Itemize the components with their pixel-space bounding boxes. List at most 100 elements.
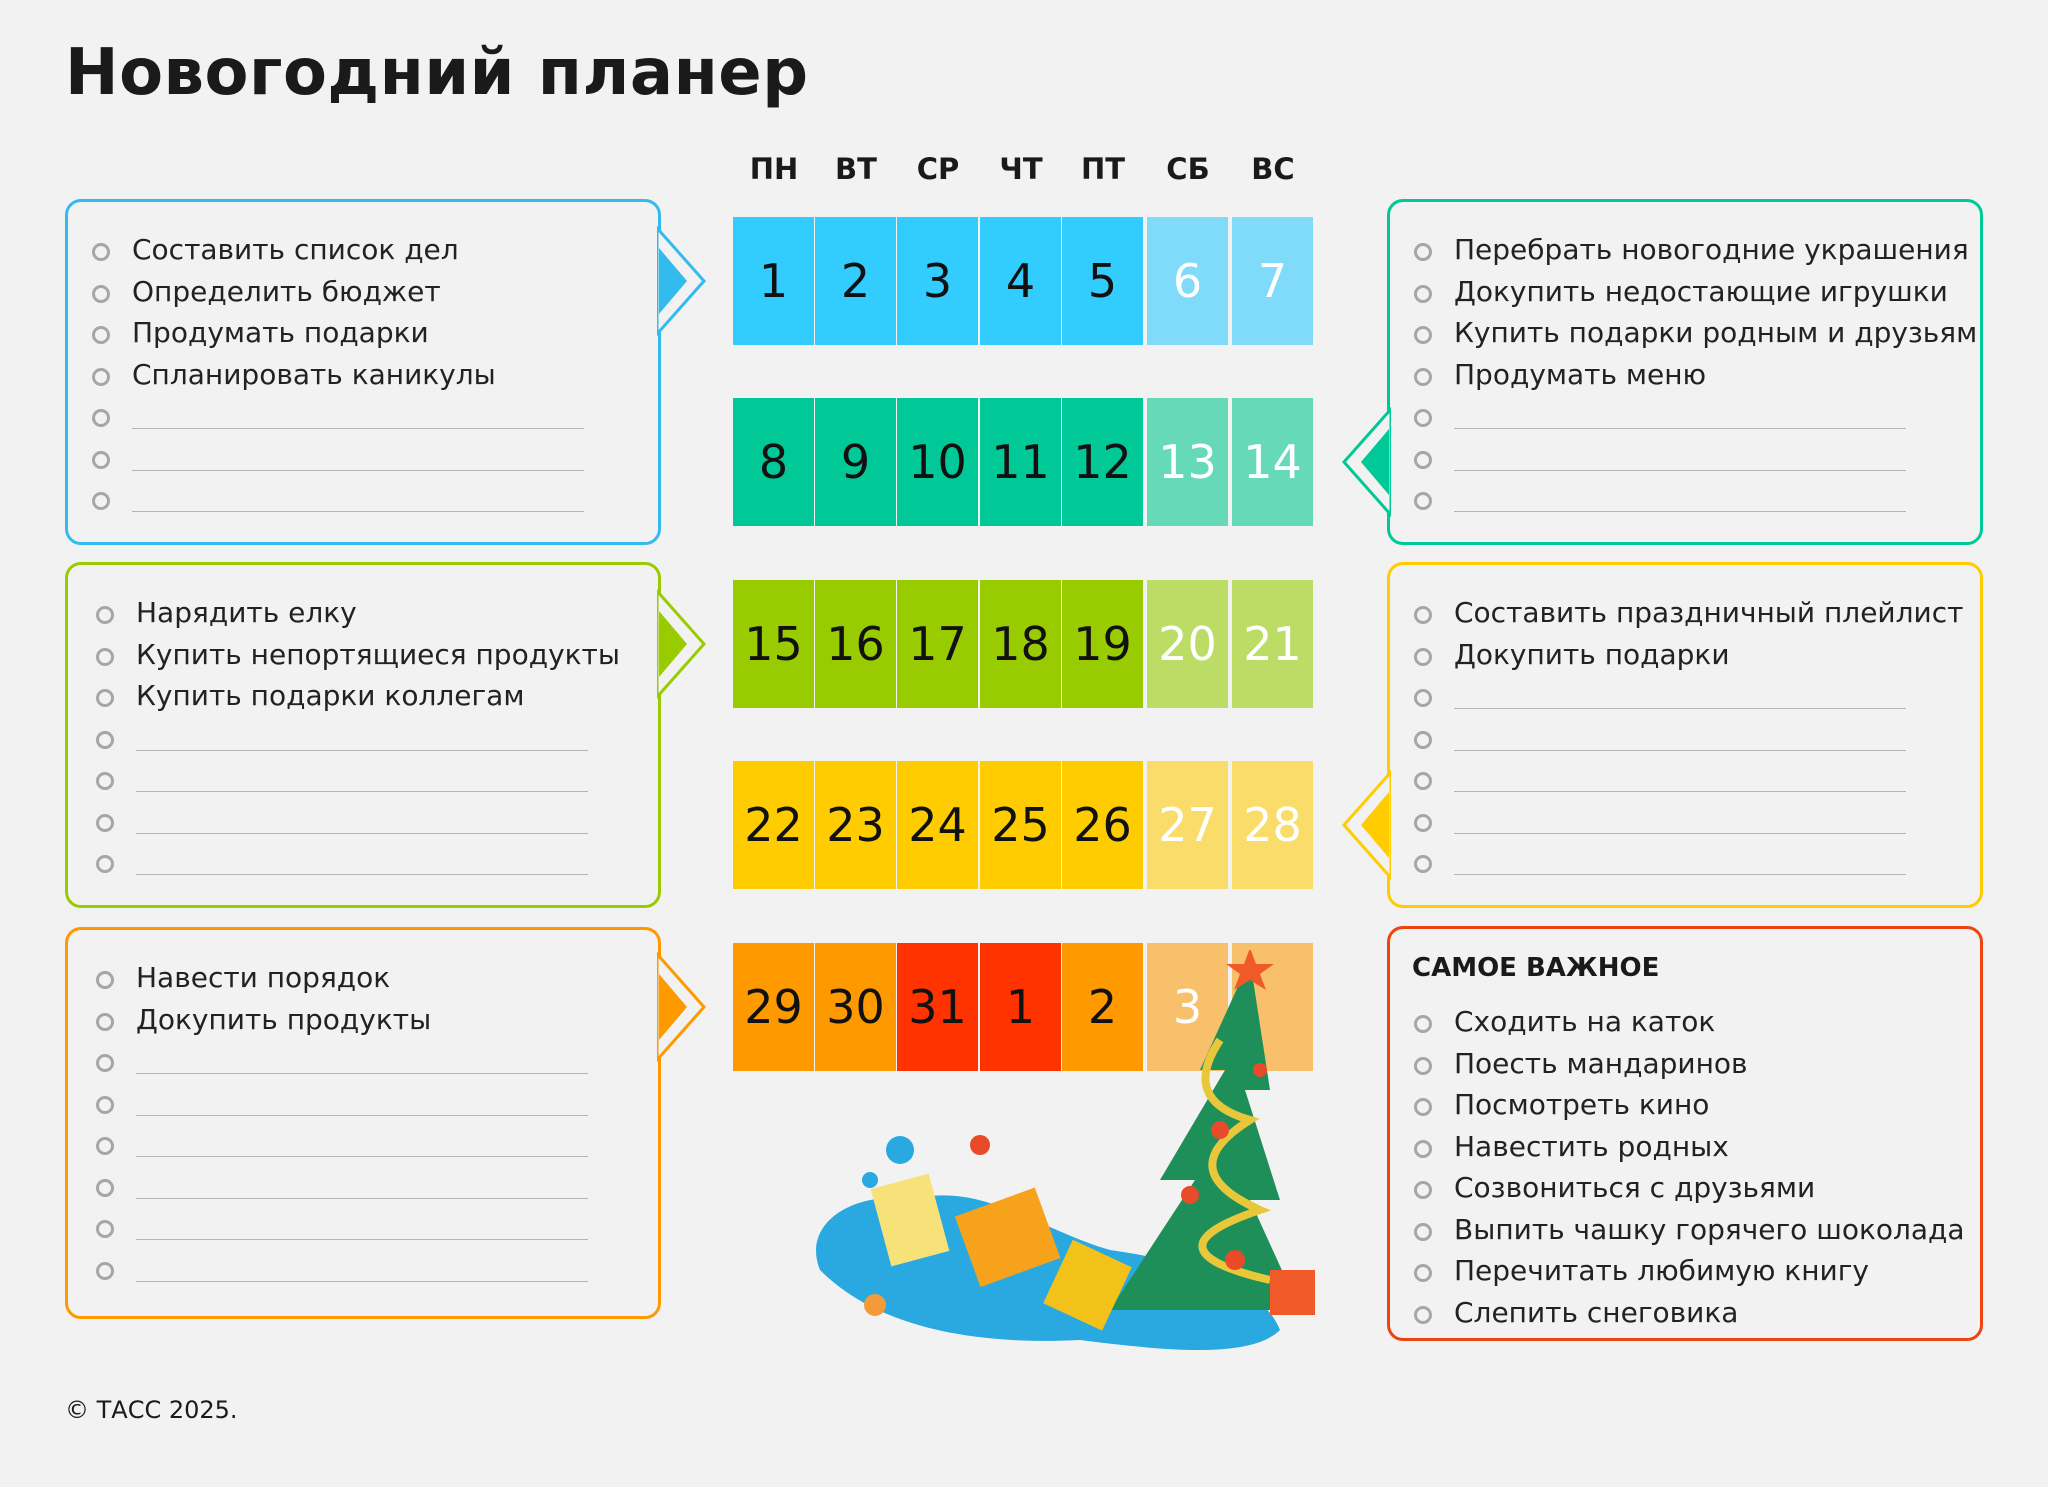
calendar-day[interactable]: 15 <box>733 580 814 708</box>
empty-task-item[interactable] <box>68 718 658 759</box>
checkbox-circle-icon[interactable] <box>1414 409 1432 427</box>
write-in-line[interactable] <box>136 874 588 875</box>
checkbox-circle-icon[interactable] <box>1414 1305 1432 1324</box>
checkbox-circle-icon[interactable] <box>96 1261 114 1280</box>
write-in-line[interactable] <box>1454 428 1906 429</box>
calendar-day[interactable]: 9 <box>815 398 896 526</box>
empty-task-item[interactable] <box>68 1083 658 1124</box>
task-item[interactable]: Сходить на каток <box>1390 1002 1980 1043</box>
calendar-day[interactable]: 1 <box>733 217 814 345</box>
calendar-day[interactable]: 23 <box>815 761 896 889</box>
write-in-line[interactable] <box>136 1239 588 1240</box>
calendar-day[interactable]: 27 <box>1147 761 1228 889</box>
write-in-line[interactable] <box>1454 469 1906 471</box>
empty-task-item[interactable] <box>68 1041 658 1082</box>
write-in-line[interactable] <box>132 469 584 471</box>
calendar-day[interactable]: 1 <box>980 943 1061 1071</box>
calendar-day[interactable]: 31 <box>897 943 978 1071</box>
checkbox-circle-icon[interactable] <box>92 367 110 386</box>
checkbox-circle-icon[interactable] <box>1414 284 1432 303</box>
calendar-day[interactable]: 18 <box>980 580 1061 708</box>
task-item[interactable]: Составить список дел <box>68 230 658 271</box>
checkbox-circle-icon[interactable] <box>96 1178 114 1197</box>
task-item[interactable]: Продумать меню <box>1390 355 1980 396</box>
calendar-day[interactable]: 24 <box>897 761 978 889</box>
calendar-day[interactable]: 7 <box>1232 217 1313 345</box>
write-in-line[interactable] <box>136 1073 588 1074</box>
calendar-day[interactable]: 2 <box>1062 943 1143 1071</box>
calendar-day[interactable]: 22 <box>733 761 814 889</box>
write-in-line[interactable] <box>136 1114 588 1116</box>
checkbox-circle-icon[interactable] <box>96 1095 114 1114</box>
task-item[interactable]: Докупить продукты <box>68 1000 658 1041</box>
checkbox-circle-icon[interactable] <box>96 813 114 832</box>
write-in-line[interactable] <box>1454 832 1906 834</box>
checkbox-circle-icon[interactable] <box>96 647 114 666</box>
empty-task-item[interactable] <box>68 842 658 883</box>
write-in-line[interactable] <box>1454 791 1906 792</box>
empty-task-item[interactable] <box>68 1249 658 1290</box>
calendar-day[interactable]: 10 <box>897 398 978 526</box>
checkbox-circle-icon[interactable] <box>1414 367 1432 386</box>
checkbox-circle-icon[interactable] <box>96 971 114 989</box>
empty-task-item[interactable] <box>1390 842 1980 883</box>
task-item[interactable]: Созвониться с друзьями <box>1390 1168 1980 1209</box>
calendar-day[interactable]: 17 <box>897 580 978 708</box>
empty-task-item[interactable] <box>1390 438 1980 479</box>
calendar-day[interactable]: 29 <box>733 943 814 1071</box>
empty-task-item[interactable] <box>68 1124 658 1165</box>
checkbox-circle-icon[interactable] <box>92 409 110 427</box>
checkbox-circle-icon[interactable] <box>1414 730 1432 749</box>
write-in-line[interactable] <box>132 428 584 429</box>
empty-task-item[interactable] <box>68 1207 658 1248</box>
calendar-day[interactable]: 13 <box>1147 398 1228 526</box>
empty-task-item[interactable] <box>1390 396 1980 437</box>
write-in-line[interactable] <box>136 1280 588 1282</box>
calendar-day[interactable]: 20 <box>1147 580 1228 708</box>
checkbox-circle-icon[interactable] <box>96 1012 114 1031</box>
task-item[interactable]: Навестить родных <box>1390 1127 1980 1168</box>
task-item[interactable]: Перечитать любимую книгу <box>1390 1251 1980 1292</box>
empty-task-item[interactable] <box>1390 759 1980 800</box>
task-item[interactable]: Навести порядок <box>68 958 658 999</box>
calendar-day[interactable]: 8 <box>733 398 814 526</box>
empty-task-item[interactable] <box>1390 479 1980 520</box>
empty-task-item[interactable] <box>68 1166 658 1207</box>
checkbox-circle-icon[interactable] <box>1414 1056 1432 1075</box>
checkbox-circle-icon[interactable] <box>96 1054 114 1072</box>
task-item[interactable]: Купить подарки коллегам <box>68 676 658 717</box>
checkbox-circle-icon[interactable] <box>1414 1264 1432 1282</box>
calendar-day[interactable]: 2 <box>815 217 896 345</box>
checkbox-circle-icon[interactable] <box>1414 689 1432 707</box>
task-item[interactable]: Посмотреть кино <box>1390 1085 1980 1126</box>
checkbox-circle-icon[interactable] <box>1414 326 1432 344</box>
calendar-day[interactable]: 4 <box>980 217 1061 345</box>
write-in-line[interactable] <box>136 1156 588 1157</box>
task-item[interactable]: Определить бюджет <box>68 272 658 313</box>
write-in-line[interactable] <box>136 832 588 834</box>
checkbox-circle-icon[interactable] <box>1414 647 1432 666</box>
calendar-day[interactable]: 5 <box>1062 217 1143 345</box>
calendar-day[interactable]: 19 <box>1062 580 1143 708</box>
checkbox-circle-icon[interactable] <box>1414 1181 1432 1199</box>
task-item[interactable]: Продумать подарки <box>68 313 658 354</box>
task-item[interactable]: Спланировать каникулы <box>68 355 658 396</box>
calendar-day[interactable]: 12 <box>1062 398 1143 526</box>
checkbox-circle-icon[interactable] <box>1414 1015 1432 1033</box>
write-in-line[interactable] <box>1454 511 1906 512</box>
task-item[interactable]: Купить непортящиеся продукты <box>68 635 658 676</box>
empty-task-item[interactable] <box>68 479 658 520</box>
task-item[interactable]: Докупить недостающие игрушки <box>1390 272 1980 313</box>
checkbox-circle-icon[interactable] <box>96 730 114 749</box>
task-item[interactable]: Поесть мандаринов <box>1390 1044 1980 1085</box>
checkbox-circle-icon[interactable] <box>1414 772 1432 790</box>
checkbox-circle-icon[interactable] <box>1414 1139 1432 1158</box>
calendar-day[interactable]: 3 <box>897 217 978 345</box>
task-item[interactable]: Выпить чашку горячего шоколада <box>1390 1210 1980 1251</box>
checkbox-circle-icon[interactable] <box>92 243 110 261</box>
checkbox-circle-icon[interactable] <box>1414 855 1432 873</box>
checkbox-circle-icon[interactable] <box>1414 606 1432 624</box>
task-item[interactable]: Слепить снеговика <box>1390 1293 1980 1334</box>
checkbox-circle-icon[interactable] <box>1414 813 1432 832</box>
checkbox-circle-icon[interactable] <box>1414 492 1432 510</box>
